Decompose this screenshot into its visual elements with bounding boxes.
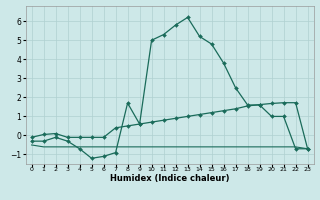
X-axis label: Humidex (Indice chaleur): Humidex (Indice chaleur) xyxy=(110,174,229,183)
